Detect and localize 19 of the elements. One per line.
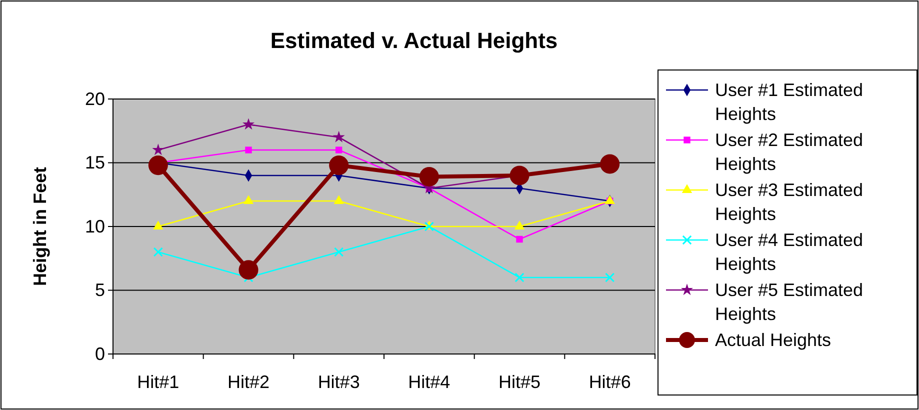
y-tick-label: 10 bbox=[84, 216, 105, 236]
legend-label: User #3 Estimated Heights bbox=[715, 180, 864, 224]
y-tick-label: 15 bbox=[84, 152, 105, 173]
x-tick-label: Hit#6 bbox=[588, 372, 631, 392]
legend-label: User #5 Estimated Heights bbox=[715, 280, 864, 324]
x-tick-label: Hit#5 bbox=[498, 372, 541, 392]
x-tick-label: Hit#2 bbox=[227, 372, 270, 392]
y-tick-label: 5 bbox=[94, 280, 105, 300]
y-axis-title: Height in Feet bbox=[30, 166, 50, 286]
x-tick-label: Hit#1 bbox=[137, 372, 180, 392]
x-tick-label: Hit#3 bbox=[318, 372, 360, 392]
legend-label: User #2 Estimated Heights bbox=[715, 130, 864, 174]
legend-label: User #4 Estimated Heights bbox=[715, 230, 864, 274]
chart-title: Estimated v. Actual Heights bbox=[270, 28, 558, 53]
legend-label: Actual Heights bbox=[715, 330, 832, 350]
x-tick-label: Hit#4 bbox=[408, 372, 450, 392]
y-tick-label: 0 bbox=[94, 344, 105, 364]
legend-label: User #1 Estimated Heights bbox=[715, 80, 864, 124]
y-tick-label: 20 bbox=[84, 88, 105, 109]
